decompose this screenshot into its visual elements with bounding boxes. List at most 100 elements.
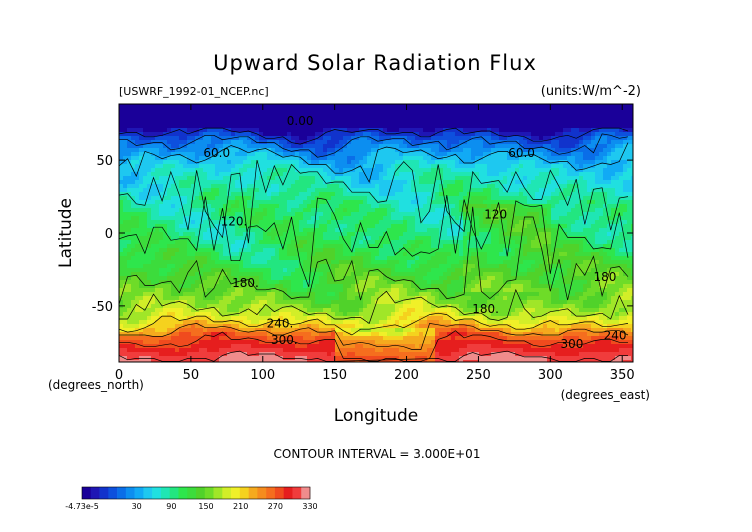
heatmap-cell [331, 164, 336, 169]
heatmap-cell [511, 228, 516, 233]
heatmap-cell [543, 252, 548, 257]
heatmap-cell [499, 180, 504, 185]
heatmap-cell [163, 240, 168, 245]
heatmap-cell [239, 128, 244, 133]
heatmap-cell [563, 208, 568, 213]
heatmap-cell [155, 184, 160, 189]
heatmap-cell [607, 180, 612, 185]
heatmap-cell [391, 236, 396, 241]
heatmap-cell [307, 192, 312, 197]
heatmap-cell [335, 112, 340, 117]
heatmap-cell [503, 224, 508, 229]
heatmap-cell [199, 160, 204, 165]
heatmap-cell [359, 120, 364, 125]
heatmap-cell [559, 128, 564, 133]
heatmap-cell [451, 204, 456, 209]
heatmap-cell [127, 224, 132, 229]
heatmap-cell [527, 248, 532, 253]
heatmap-cell [283, 168, 288, 173]
heatmap-cell [307, 228, 312, 233]
heatmap-cell [163, 192, 168, 197]
heatmap-cell [427, 108, 432, 113]
heatmap-cell [543, 172, 548, 177]
heatmap-cell [339, 236, 344, 241]
heatmap-cell [163, 176, 168, 181]
heatmap-cell [163, 244, 168, 249]
heatmap-cell [547, 116, 552, 121]
heatmap-cell [447, 196, 452, 201]
heatmap-cell [143, 248, 148, 253]
heatmap-cell [143, 156, 148, 161]
heatmap-cell [515, 152, 520, 157]
heatmap-cell [163, 256, 168, 261]
heatmap-cell [319, 196, 324, 201]
heatmap-cell [171, 236, 176, 241]
heatmap-cell [579, 188, 584, 193]
heatmap-cell [471, 200, 476, 205]
heatmap-cell [611, 208, 616, 213]
heatmap-cell [123, 152, 128, 157]
heatmap-cell [279, 252, 284, 257]
heatmap-cell [415, 232, 420, 237]
heatmap-cell [255, 180, 260, 185]
heatmap-cell [123, 228, 128, 233]
heatmap-cell [431, 168, 436, 173]
heatmap-cell [151, 132, 156, 137]
heatmap-cell [455, 252, 460, 257]
heatmap-cell [415, 248, 420, 253]
heatmap-cell [503, 124, 508, 129]
heatmap-cell [631, 240, 634, 245]
heatmap-cell [539, 148, 544, 153]
heatmap-cell [475, 256, 480, 261]
heatmap-cell [451, 176, 456, 181]
heatmap-cell [247, 248, 252, 253]
heatmap-cell [451, 128, 456, 133]
heatmap-cell [323, 204, 328, 209]
heatmap-cell [571, 220, 576, 225]
heatmap-cell [443, 252, 448, 257]
heatmap-cell [163, 228, 168, 233]
heatmap-cell [559, 252, 564, 257]
heatmap-cell [307, 180, 312, 185]
heatmap-cell [503, 116, 508, 121]
heatmap-cell [595, 164, 600, 169]
heatmap-cell [347, 224, 352, 229]
heatmap-cell [487, 256, 492, 261]
heatmap-cell [439, 152, 444, 157]
heatmap-cell [419, 120, 424, 125]
heatmap-cell [339, 108, 344, 113]
heatmap-cell [263, 244, 268, 249]
heatmap-cell [615, 164, 620, 169]
heatmap-cell [563, 156, 568, 161]
heatmap-cell [427, 192, 432, 197]
heatmap-cell [155, 252, 160, 257]
heatmap-cell [235, 200, 240, 205]
heatmap-cell [491, 208, 496, 213]
heatmap-cell [435, 192, 440, 197]
heatmap-cell [423, 124, 428, 129]
heatmap-cell [399, 256, 404, 261]
heatmap-cell [263, 108, 268, 113]
heatmap-cell [491, 132, 496, 137]
heatmap-cell [291, 244, 296, 249]
heatmap-cell [423, 152, 428, 157]
heatmap-cell [527, 140, 532, 145]
heatmap-cell [463, 124, 468, 129]
heatmap-cell [595, 144, 600, 149]
heatmap-cell [399, 252, 404, 257]
heatmap-cell [543, 116, 548, 121]
heatmap-cell [327, 176, 332, 181]
heatmap-cell [563, 236, 568, 241]
heatmap-cell [359, 192, 364, 197]
heatmap-cell [619, 164, 624, 169]
heatmap-cell [331, 124, 336, 129]
heatmap-cell [367, 184, 372, 189]
heatmap-cell [203, 112, 208, 117]
heatmap-cell [215, 156, 220, 161]
heatmap-cell [175, 248, 180, 253]
heatmap-cell [319, 256, 324, 261]
heatmap-cell [583, 116, 588, 121]
heatmap-cell [235, 236, 240, 241]
heatmap-cell [567, 204, 572, 209]
heatmap-cell [187, 120, 192, 125]
